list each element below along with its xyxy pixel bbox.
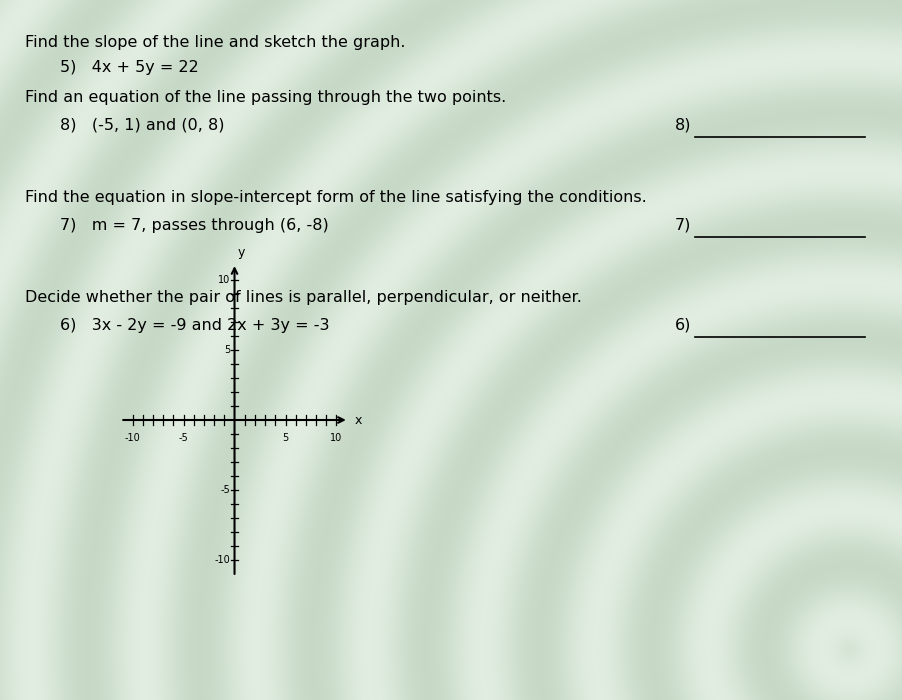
Text: -5: -5: [221, 485, 230, 495]
Text: x: x: [354, 414, 363, 426]
Text: -10: -10: [124, 433, 141, 442]
Text: Find the slope of the line and sketch the graph.: Find the slope of the line and sketch th…: [25, 35, 406, 50]
Text: Decide whether the pair of lines is parallel, perpendicular, or neither.: Decide whether the pair of lines is para…: [25, 290, 582, 305]
Text: y: y: [237, 246, 245, 259]
Text: -5: -5: [179, 433, 189, 442]
Text: 10: 10: [218, 275, 230, 285]
Text: 5: 5: [282, 433, 289, 442]
Text: 7)   m = 7, passes through (6, -8): 7) m = 7, passes through (6, -8): [60, 218, 328, 233]
Text: Find an equation of the line passing through the two points.: Find an equation of the line passing thr…: [25, 90, 506, 105]
Text: 5)   4x + 5y = 22: 5) 4x + 5y = 22: [60, 60, 198, 75]
Text: 6)   3x - 2y = -9 and 2x + 3y = -3: 6) 3x - 2y = -9 and 2x + 3y = -3: [60, 318, 329, 333]
Text: 5: 5: [225, 345, 230, 355]
Text: 10: 10: [330, 433, 343, 442]
Text: 7): 7): [675, 218, 691, 233]
Text: -10: -10: [215, 555, 230, 565]
Text: 8): 8): [675, 118, 692, 133]
Text: Find the equation in slope-intercept form of the line satisfying the conditions.: Find the equation in slope-intercept for…: [25, 190, 647, 205]
Text: 8)   (-5, 1) and (0, 8): 8) (-5, 1) and (0, 8): [60, 118, 225, 133]
Text: 6): 6): [675, 318, 691, 333]
